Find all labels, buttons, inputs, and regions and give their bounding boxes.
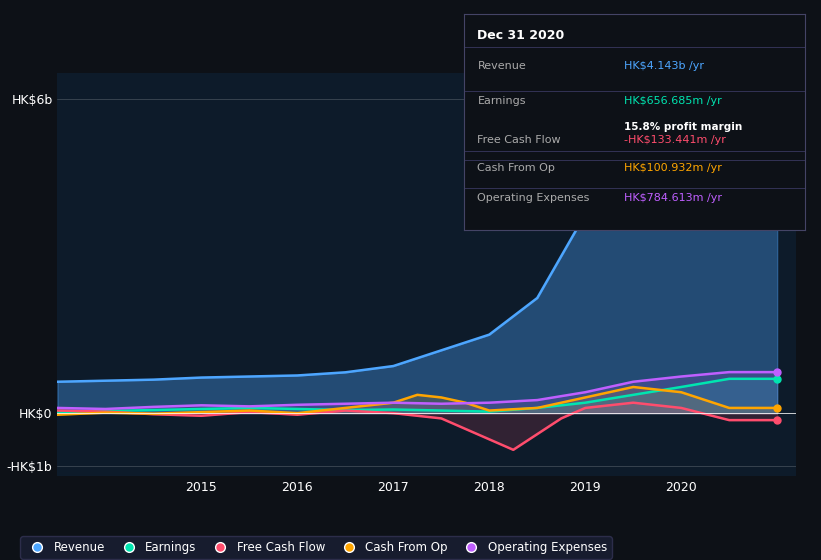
Text: HK$784.613m /yr: HK$784.613m /yr xyxy=(624,193,722,203)
Text: HK$4.143b /yr: HK$4.143b /yr xyxy=(624,62,704,72)
Text: Dec 31 2020: Dec 31 2020 xyxy=(478,29,565,42)
Text: HK$656.685m /yr: HK$656.685m /yr xyxy=(624,96,722,106)
Text: Free Cash Flow: Free Cash Flow xyxy=(478,135,561,144)
Legend: Revenue, Earnings, Free Cash Flow, Cash From Op, Operating Expenses: Revenue, Earnings, Free Cash Flow, Cash … xyxy=(21,536,612,559)
Text: Revenue: Revenue xyxy=(478,62,526,72)
Text: -HK$133.441m /yr: -HK$133.441m /yr xyxy=(624,135,726,144)
Text: HK$100.932m /yr: HK$100.932m /yr xyxy=(624,163,722,173)
Text: 15.8% profit margin: 15.8% profit margin xyxy=(624,122,742,132)
Text: Earnings: Earnings xyxy=(478,96,526,106)
Text: Operating Expenses: Operating Expenses xyxy=(478,193,589,203)
Text: Cash From Op: Cash From Op xyxy=(478,163,555,173)
